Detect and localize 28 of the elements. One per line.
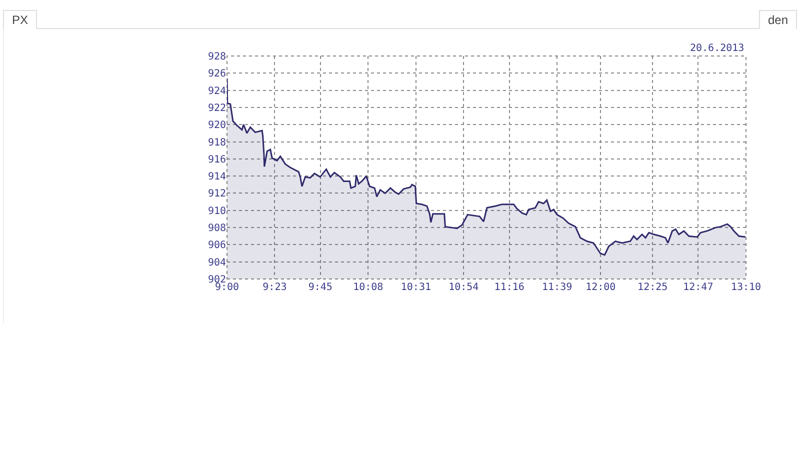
y-tick-label: 916 (208, 154, 226, 166)
y-tick-label: 904 (208, 257, 226, 268)
x-tick-label: 11:39 (542, 282, 572, 293)
x-tick-label: 12:00 (586, 282, 616, 293)
text: 20.6.2013 (690, 43, 744, 54)
text: PX (3, 10, 38, 29)
text: den (758, 10, 797, 29)
y-tick-label: 906 (208, 240, 226, 252)
y-tick-label: 908 (208, 223, 226, 234)
x-tick-label: 11:16 (494, 282, 524, 293)
x-tick-label: 10:54 (448, 282, 479, 293)
x-tick-label: 13:10 (730, 282, 762, 293)
y-tick-label: 910 (208, 206, 226, 217)
y-tick-label: 920 (208, 120, 226, 132)
y-tick-label: 912 (208, 188, 226, 200)
y-tick-label: 928 (208, 52, 226, 62)
x-tick-label: 12:25 (638, 282, 668, 293)
x-tick-label: 12:47 (683, 282, 714, 293)
x-tick-label: 9:23 (262, 282, 287, 293)
y-tick-label: 924 (208, 86, 226, 97)
x-tick-label: 10:31 (400, 282, 431, 293)
y-tick-label: 926 (208, 68, 226, 80)
y-tick-label: 922 (208, 102, 226, 114)
x-tick-label: 9:00 (214, 282, 240, 293)
y-tick-label: 914 (208, 172, 226, 183)
x-tick-label: 10:08 (353, 282, 384, 293)
x-tick-label: 9:45 (308, 282, 332, 293)
y-tick-label: 918 (208, 137, 226, 148)
